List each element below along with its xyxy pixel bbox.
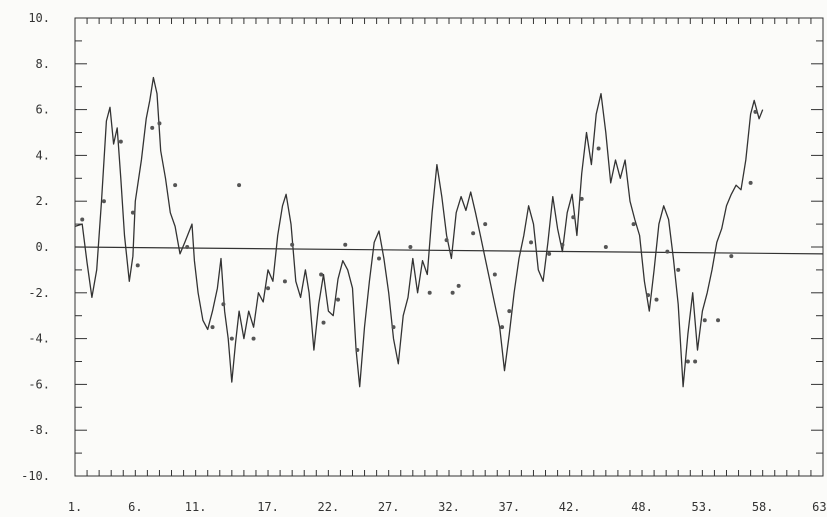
- scatter-point: [135, 263, 140, 268]
- x-tick-label: 6.: [128, 500, 142, 514]
- scatter-point: [579, 196, 584, 201]
- x-tick-label: 22.: [318, 500, 340, 514]
- x-tick-label: 63.: [812, 500, 827, 514]
- scatter-point: [483, 222, 488, 227]
- scatter-point: [101, 199, 106, 204]
- scatter-point: [716, 318, 721, 323]
- scatter-point: [560, 242, 565, 247]
- y-tick-label: 0.: [36, 240, 50, 254]
- scatter-point: [748, 180, 753, 185]
- scatter-point: [408, 245, 413, 249]
- scatter-point: [500, 325, 505, 330]
- y-tick-label: -4.: [28, 332, 50, 346]
- y-tick-label: -10.: [21, 469, 50, 483]
- x-tick-label: 58.: [752, 500, 774, 514]
- x-tick-label: 32.: [438, 500, 460, 514]
- y-tick-label: 10.: [28, 11, 50, 25]
- scatter-point: [444, 238, 449, 243]
- scatter-point: [80, 217, 85, 222]
- scatter-point: [492, 272, 497, 277]
- zero-reference-line: [74, 246, 824, 255]
- scatter-point: [150, 125, 155, 130]
- x-tick-label: 42.: [559, 500, 581, 514]
- x-tick-label: 27.: [378, 500, 400, 514]
- scatter-point: [336, 297, 341, 302]
- scatter-point: [685, 359, 690, 364]
- scatter-point: [290, 242, 295, 247]
- scatter-point: [343, 242, 348, 247]
- scatter-point: [221, 302, 226, 307]
- scatter-point: [665, 249, 670, 254]
- y-tick-label: -2.: [28, 286, 50, 300]
- y-tick-label: 4.: [36, 148, 50, 162]
- y-tick-label: 2.: [36, 194, 50, 208]
- series-group: [74, 76, 764, 388]
- y-tick-labels: 10. 8. 6. 4. 2. 0. -2. -4. -6. -8. -10.: [21, 11, 50, 483]
- scatter-point: [471, 231, 476, 236]
- scatter-point: [355, 348, 360, 353]
- scatter-point: [596, 146, 601, 151]
- scatter-point: [210, 325, 215, 330]
- scatter-point: [118, 139, 123, 144]
- scatter-point: [702, 318, 707, 323]
- scatter-point: [631, 222, 636, 227]
- scatter-point: [319, 272, 324, 277]
- reference-line-group: [74, 246, 824, 255]
- scatter-point: [507, 309, 512, 314]
- y-tick-label: -8.: [28, 423, 50, 437]
- scatter-point: [646, 293, 651, 298]
- x-tick-label: 48.: [631, 500, 653, 514]
- scatter-point: [157, 121, 162, 126]
- y-tick-label: 8.: [36, 57, 50, 71]
- scatter-point: [676, 267, 681, 272]
- scatter-point: [427, 290, 432, 295]
- scatter-point: [753, 109, 758, 114]
- tick-marks: [74, 17, 824, 477]
- scatter-point: [391, 325, 396, 330]
- x-tick-label: 11.: [185, 500, 207, 514]
- scatter-point: [237, 183, 242, 188]
- scatter-point: [456, 283, 461, 288]
- y-tick-label: -6.: [28, 377, 50, 391]
- scatter-point: [603, 245, 608, 249]
- scatter-point: [173, 183, 178, 188]
- scatter-point: [377, 256, 382, 261]
- scatter-point: [450, 290, 455, 295]
- x-tick-label: 1.: [68, 500, 82, 514]
- x-tick-labels: 1. 6. 11. 17. 22. 27. 32. 37. 42. 48. 53. 58. 63.: [68, 500, 827, 514]
- scatter-point: [529, 240, 534, 245]
- y-tick-label: 6.: [36, 103, 50, 117]
- scatter-point: [693, 359, 698, 364]
- scatter-point: [282, 279, 287, 284]
- x-tick-label: 17.: [257, 500, 279, 514]
- scatter-point: [185, 245, 190, 249]
- scatter-point: [547, 251, 552, 256]
- scatter-point: [729, 254, 734, 259]
- scatter-point: [321, 320, 326, 325]
- scatter-point: [266, 286, 271, 291]
- x-tick-label: 37.: [498, 500, 520, 514]
- scatter-point: [654, 297, 659, 302]
- series-line: [74, 76, 764, 388]
- scatter-point: [251, 336, 256, 341]
- x-tick-label: 53.: [692, 500, 714, 514]
- scatter-point: [130, 210, 135, 215]
- scatter-point: [229, 336, 234, 341]
- scatter-point: [571, 215, 576, 220]
